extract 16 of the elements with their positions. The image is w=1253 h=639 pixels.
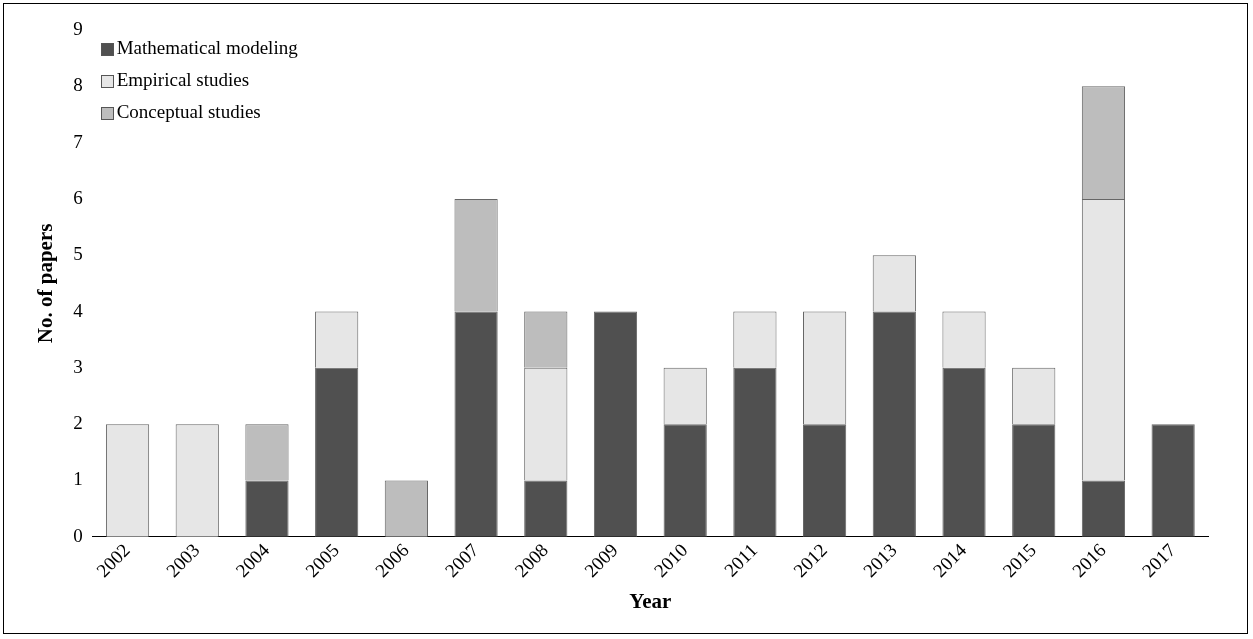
y-tick-label: 8 bbox=[73, 74, 83, 96]
legend-label: Mathematical modeling bbox=[115, 36, 298, 60]
legend-label: Conceptual studies bbox=[115, 100, 262, 124]
legend-label: Empirical studies bbox=[115, 68, 251, 92]
y-tick-label: 0 bbox=[73, 524, 83, 546]
y-tick-label: 1 bbox=[73, 468, 83, 490]
y-tick-label: 3 bbox=[73, 355, 83, 377]
x-tick-label: 2011 bbox=[720, 539, 762, 581]
y-axis-title: No. of papers bbox=[33, 223, 58, 344]
y-tick-label: 9 bbox=[73, 17, 83, 39]
x-axis-title: Year bbox=[629, 588, 672, 613]
y-tick-label: 6 bbox=[73, 186, 83, 208]
y-tick-label: 5 bbox=[73, 243, 83, 265]
y-tick-label: 2 bbox=[73, 412, 83, 434]
y-tick-label: 4 bbox=[73, 299, 84, 321]
y-tick-label: 7 bbox=[73, 130, 83, 152]
